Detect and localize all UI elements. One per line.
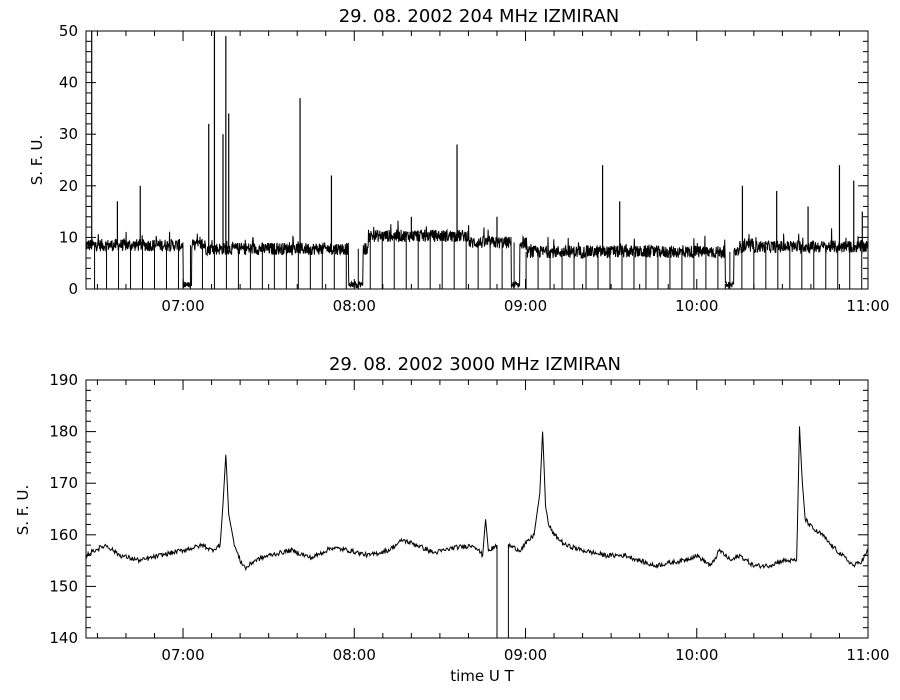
y-tick-label: 170 bbox=[49, 474, 78, 492]
x-tick-label: 10:00 bbox=[675, 297, 718, 315]
chart-title-3000-mhz: 29. 08. 2002 3000 MHz IZMIRAN bbox=[329, 354, 621, 375]
chart-title-204-mhz: 29. 08. 2002 204 MHz IZMIRAN bbox=[339, 6, 620, 27]
x-tick-label: 08:00 bbox=[333, 297, 376, 315]
y-tick-label: 30 bbox=[59, 125, 78, 143]
y-tick-label: 160 bbox=[49, 526, 78, 544]
x-tick-label: 07:00 bbox=[161, 297, 204, 315]
x-tick-label: 07:00 bbox=[161, 646, 204, 664]
y-tick-label: 140 bbox=[49, 629, 78, 647]
y-tick-label: 180 bbox=[49, 423, 78, 441]
y-tick-label: 190 bbox=[49, 371, 78, 389]
y-tick-label: 0 bbox=[68, 280, 78, 298]
panel-3000-mhz: 29. 08. 2002 3000 MHz IZMIRAN S. F. U. t… bbox=[14, 354, 890, 685]
y-tick-label: 20 bbox=[59, 177, 78, 195]
x-tick-label: 11:00 bbox=[846, 646, 889, 664]
plot-frame bbox=[85, 379, 869, 639]
x-tick-label: 09:00 bbox=[504, 646, 547, 664]
y-tick-label: 150 bbox=[49, 577, 78, 595]
y-tick-label: 50 bbox=[59, 22, 78, 40]
y-axis-label-204-mhz: S. F. U. bbox=[28, 135, 46, 186]
x-tick-label: 10:00 bbox=[675, 646, 718, 664]
x-tick-label: 09:00 bbox=[504, 297, 547, 315]
flux-trace-204-mhz bbox=[85, 220, 869, 289]
y-tick-label: 10 bbox=[59, 228, 78, 246]
x-axis-label-time-ut: time U T bbox=[450, 667, 514, 685]
flux-trace-3000-mhz bbox=[85, 426, 869, 639]
x-tick-label: 08:00 bbox=[333, 646, 376, 664]
panel-204-mhz: 29. 08. 2002 204 MHz IZMIRAN S. F. U. 07… bbox=[28, 6, 890, 315]
y-tick-label: 40 bbox=[59, 74, 78, 92]
plot-frame bbox=[85, 30, 869, 290]
x-tick-label: 11:00 bbox=[846, 297, 889, 315]
y-axis-label-3000-mhz: S. F. U. bbox=[14, 485, 32, 536]
